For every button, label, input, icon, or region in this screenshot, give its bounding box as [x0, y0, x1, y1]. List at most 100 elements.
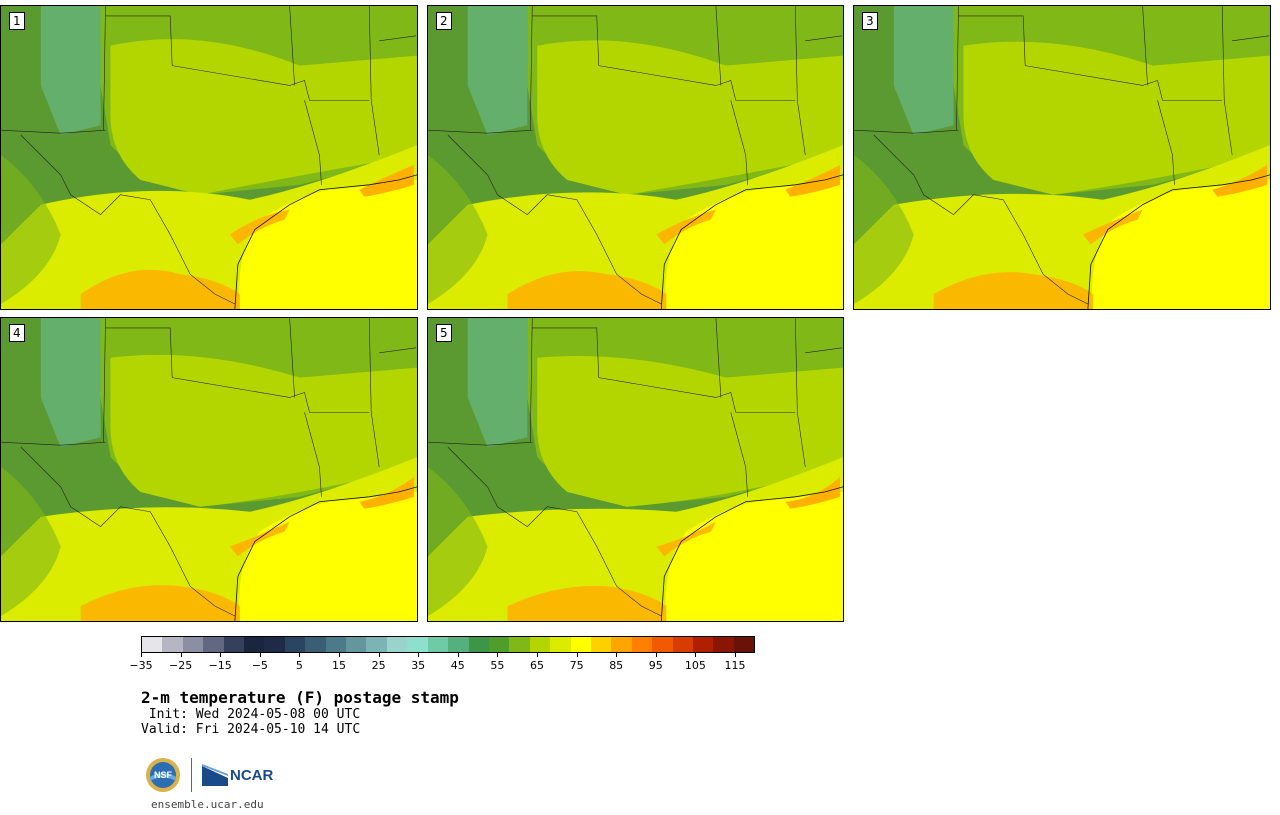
- warm-area-coast: [656, 521, 716, 557]
- colorbar-tick-label: 55: [490, 659, 505, 672]
- panel-number: 2: [436, 12, 452, 30]
- country-border: [873, 134, 1089, 305]
- colorbar-segment: [162, 637, 183, 652]
- colorbar-tick-label: −15: [208, 659, 232, 672]
- colorbar-segment: [325, 637, 347, 652]
- colorbar-tick-label: 75: [569, 659, 584, 672]
- colorbar-tick-label: 95: [648, 659, 663, 672]
- init-time: Init: Wed 2024-05-08 00 UTC: [141, 707, 361, 722]
- nsf-logo-icon: NSF: [146, 758, 180, 792]
- colorbar-segment: [652, 637, 673, 652]
- website-link[interactable]: ensemble.ucar.edu: [151, 798, 264, 811]
- colorbar-tick: [616, 653, 618, 657]
- colorbar-tick: [537, 653, 538, 657]
- colorbar-segment: [468, 637, 489, 652]
- colorbar-tick: [695, 653, 697, 657]
- panel-number: 4: [9, 324, 25, 342]
- temperature-map: [428, 6, 843, 309]
- panel-number: 1: [9, 12, 25, 30]
- colorbar: [141, 636, 755, 653]
- colorbar-tick-label: 35: [411, 659, 426, 672]
- colorbar-tick-label: −5: [251, 659, 268, 672]
- ncar-logo-text: NCAR: [230, 766, 274, 784]
- colorbar-segment: [386, 637, 408, 652]
- state-borders: [1, 6, 417, 185]
- temperature-map: [428, 318, 843, 621]
- colorbar-segment: [427, 637, 449, 652]
- mountains-north: [467, 6, 528, 136]
- colorbar-segment: [223, 637, 245, 652]
- colorbar-segment: [448, 637, 469, 652]
- colorbar-tick-label: 105: [684, 659, 706, 672]
- panel-number: 5: [436, 324, 452, 342]
- colorbar-tick: [735, 653, 736, 657]
- state-borders: [854, 6, 1270, 185]
- colorbar-tick: [457, 653, 459, 657]
- panel-number: 3: [862, 12, 878, 30]
- colorbar-tick: [378, 653, 380, 657]
- mountains-highlands-west: [428, 155, 488, 305]
- colorbar-segment: [713, 637, 734, 652]
- ocean-gulf: [665, 491, 843, 621]
- panel-1: 1: [0, 5, 418, 310]
- panel-4: 4: [0, 317, 418, 622]
- colorbar-tick-label: 115: [724, 659, 746, 672]
- colorbar-segment: [182, 637, 204, 652]
- colorbar-tick: [497, 653, 499, 657]
- state-borders: [1, 318, 417, 497]
- region-fill-light: [110, 354, 417, 507]
- colorbar-tick-label: −25: [168, 659, 193, 672]
- colorbar-segment: [407, 637, 428, 652]
- colorbar-tick: [180, 653, 182, 657]
- mountains-north: [40, 6, 101, 136]
- colorbar-segment: [366, 637, 387, 652]
- mountains-north: [40, 318, 101, 448]
- colorbar-segment: [733, 637, 755, 652]
- temperature-map: [1, 6, 417, 309]
- warm-area-south: [507, 585, 667, 621]
- warm-area-coast: [1082, 209, 1143, 245]
- colorbar-segment: [284, 637, 306, 652]
- colorbar-segment: [611, 637, 632, 652]
- colorbar-segment: [529, 637, 551, 652]
- warm-area-coast: [229, 209, 290, 245]
- coastline: [1087, 174, 1270, 309]
- state-borders: [428, 6, 843, 185]
- colorbar-segment: [488, 637, 510, 652]
- nsf-logo-text: NSF: [154, 770, 173, 780]
- mountains-highlands-west: [428, 467, 488, 617]
- country-border: [20, 446, 236, 617]
- ncar-logo-icon: [202, 764, 228, 786]
- colorbar-ticks: −35 −25 −15 −5 5 15 25 35 45 55 65 75 85 95 105 115: [129, 653, 755, 673]
- warm-area-coast: [656, 209, 716, 245]
- colorbar-tick-label: 5: [295, 659, 303, 672]
- colorbar-segment: [346, 637, 367, 652]
- colorbar-segment: [305, 637, 326, 652]
- warm-area-south: [80, 269, 240, 309]
- colorbar-segment: [142, 637, 163, 652]
- colorbar-tick: [576, 653, 578, 657]
- logos: NSF NCAR: [145, 756, 273, 794]
- colorbar-segment: [590, 637, 612, 652]
- colorbar-tick: [220, 653, 222, 657]
- colorbar-tick: [339, 653, 340, 657]
- colorbar-segment: [631, 637, 653, 652]
- colorbar-tick: [259, 653, 261, 657]
- colorbar-segment: [244, 637, 265, 652]
- country-border: [447, 446, 662, 617]
- country-border: [447, 134, 662, 305]
- colorbar-tick-label: 45: [450, 659, 465, 672]
- region-fill-light: [537, 355, 843, 507]
- warm-area-coast: [229, 521, 290, 557]
- mountains-north: [893, 6, 954, 136]
- mountains-highlands-west: [854, 155, 914, 305]
- colorbar-segment: [570, 637, 591, 652]
- temperature-map: [1, 318, 417, 621]
- temperature-map: [854, 6, 1270, 309]
- mountains-north: [467, 318, 528, 448]
- colorbar-segment: [203, 637, 224, 652]
- country-border: [20, 134, 236, 305]
- colorbar-segment: [509, 637, 530, 652]
- logo-divider: [191, 758, 192, 792]
- colorbar-tick: [418, 653, 420, 657]
